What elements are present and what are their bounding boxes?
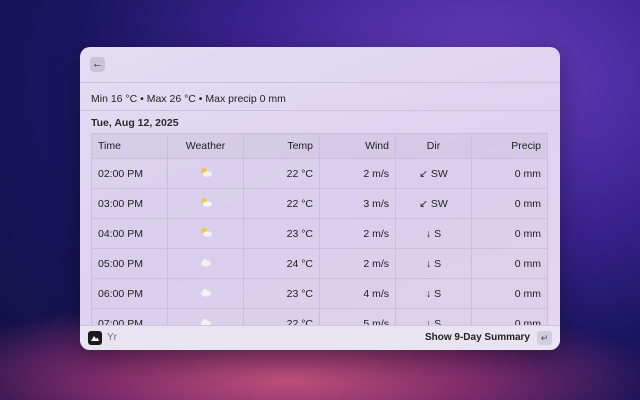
table-row[interactable]: 02:00 PM 22 °C 2 m/s ↙ SW 0 mm — [91, 158, 548, 189]
column-header: Temp — [243, 133, 320, 159]
column-header: Wind — [319, 133, 396, 159]
app-icon — [88, 331, 102, 345]
table-cell: 3 m/s — [319, 188, 396, 219]
table-cell: 2 m/s — [319, 218, 396, 249]
weather-icon — [167, 158, 244, 189]
table-cell: 2 m/s — [319, 248, 396, 279]
summary: Min 16 °C • Max 26 °C • Max precip 0 mm — [91, 93, 286, 105]
column-header: Time — [91, 133, 168, 159]
date-heading: Tue, Aug 12, 2025 — [91, 117, 179, 129]
table-container: Time Weather Temp Wind Dir Precip 02:00 PM 22 °… — [91, 133, 549, 326]
table-row[interactable]: 03:00 PM 22 °C 3 m/s ↙ SW 0 mm — [91, 188, 548, 219]
table-cell: 5 m/s — [319, 308, 396, 326]
window: ← Min 16 °C • Max 26 °C • Max precip 0 m… — [80, 47, 560, 350]
column-header: Weather — [167, 133, 244, 159]
table-cell: 05:00 PM — [91, 248, 168, 279]
table-cell: 23 °C — [243, 278, 320, 309]
back-button[interactable]: ← — [90, 57, 105, 72]
table-cell: ↓ S — [395, 278, 472, 309]
weather-icon — [167, 248, 244, 279]
app-name: Yr — [107, 332, 117, 343]
weather-icon — [167, 278, 244, 309]
table-cell: 03:00 PM — [91, 188, 168, 219]
table-cell: 0 mm — [471, 308, 548, 326]
table-cell: 22 °C — [243, 188, 320, 219]
table-cell: 4 m/s — [319, 278, 396, 309]
enter-key[interactable]: ↵ — [537, 331, 552, 345]
table-cell: 0 mm — [471, 278, 548, 309]
table-cell: 22 °C — [243, 158, 320, 189]
table-cell: 24 °C — [243, 248, 320, 279]
primary-action[interactable]: Show 9-Day Summary — [424, 332, 530, 343]
table-cell: ↓ S — [395, 218, 472, 249]
table-cell: 0 mm — [471, 218, 548, 249]
divider — [80, 82, 560, 83]
table-cell: 0 mm — [471, 188, 548, 219]
table-cell: 0 mm — [471, 158, 548, 189]
table-cell: ↙ SW — [395, 158, 472, 189]
table-cell: 23 °C — [243, 218, 320, 249]
footer: Yr Show 9-Day Summary ↵ — [80, 325, 560, 350]
weather-icon — [167, 218, 244, 249]
column-header: Precip — [471, 133, 548, 159]
table-cell: ↙ SW — [395, 188, 472, 219]
table-cell: 04:00 PM — [91, 218, 168, 249]
column-header: Dir — [395, 133, 472, 159]
forecast-table: Time Weather Temp Wind Dir Precip 02:00 PM 22 °… — [91, 133, 548, 326]
table-cell: 0 mm — [471, 248, 548, 279]
weather-icon — [167, 308, 244, 326]
table-cell: 06:00 PM — [91, 278, 168, 309]
table-cell: 2 m/s — [319, 158, 396, 189]
divider — [80, 110, 560, 111]
table-cell: 02:00 PM — [91, 158, 168, 189]
weather-icon — [167, 188, 244, 219]
table-cell: 07:00 PM — [91, 308, 168, 326]
table-cell: ↓ S — [395, 248, 472, 279]
table-cell: ↓ S — [395, 308, 472, 326]
table-cell: 22 °C — [243, 308, 320, 326]
